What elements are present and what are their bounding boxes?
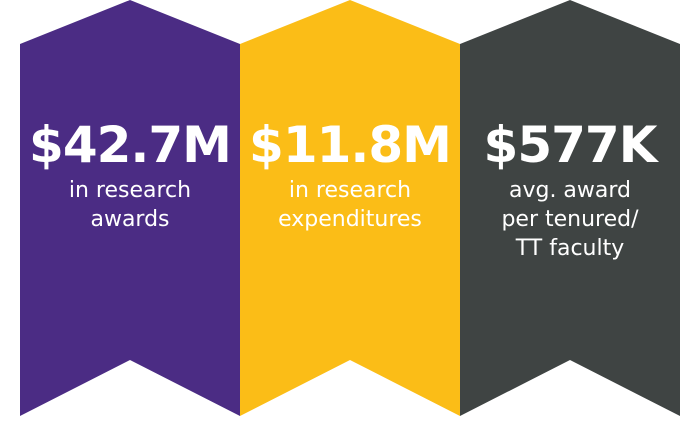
stat-description: avg. award per tenured/ TT faculty [501,178,639,261]
purple-chevron-banner-shape [20,0,240,416]
stat-content: $42.7M in research awards [20,114,240,234]
stat-value: $11.8M [249,116,452,174]
banner-background [240,0,460,416]
stat-value: $42.7M [29,116,232,174]
banner-background [20,0,240,416]
banner-background [460,0,680,416]
stat-description: in research expenditures [278,178,422,232]
stat-banner-research-expenditures: $11.8M in research expenditures [240,0,460,428]
gold-chevron-banner-shape [240,0,460,416]
stat-value: $577K [483,116,658,174]
stat-banner-avg-award: $577K avg. award per tenured/ TT faculty [460,0,680,428]
stat-content: $577K avg. award per tenured/ TT faculty [460,114,680,263]
stat-description: in research awards [68,178,192,232]
charcoal-chevron-banner-shape [460,0,680,416]
stat-banner-research-awards: $42.7M in research awards [20,0,240,428]
stat-content: $11.8M in research expenditures [240,114,460,234]
